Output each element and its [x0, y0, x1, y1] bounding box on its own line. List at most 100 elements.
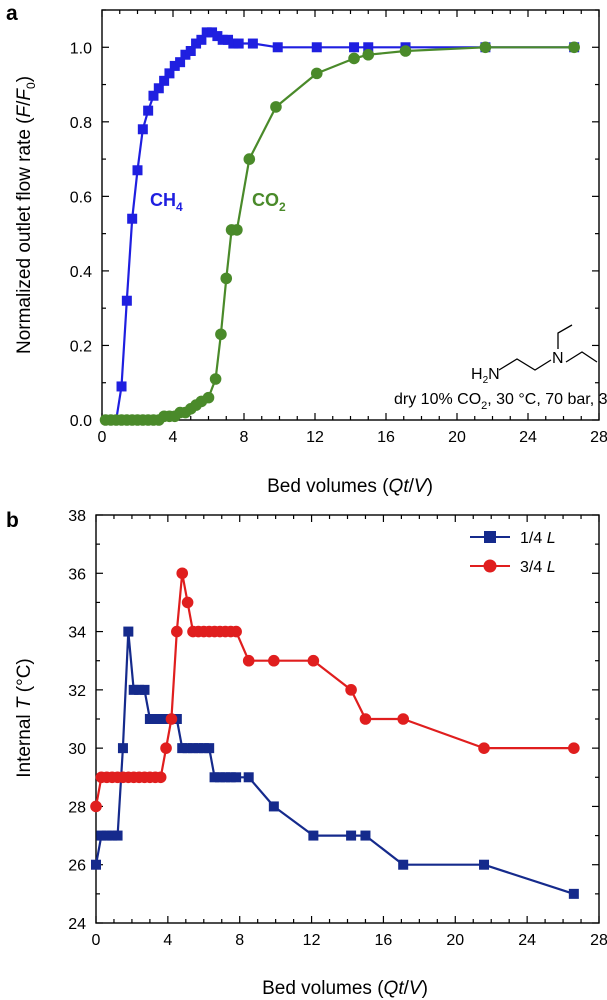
point-ch4 — [143, 105, 154, 116]
point-ch4 — [180, 49, 191, 60]
panel-a-xtick-label: 0 — [98, 429, 107, 446]
panel-a-ylabel-part: F — [14, 104, 35, 117]
point-three-quarter-l — [90, 800, 102, 813]
panel-a-xtick-label: 16 — [377, 429, 395, 446]
point-quarter-l — [107, 830, 118, 841]
molecule-n-label: N — [552, 350, 564, 367]
panel-a-series — [99, 27, 580, 426]
point-quarter-l — [568, 888, 579, 899]
point-ch4 — [349, 42, 360, 53]
panel-b-ytick-label: 34 — [68, 625, 86, 642]
point-quarter-l — [96, 830, 107, 841]
point-quarter-l — [177, 743, 188, 754]
panel-b-xtick-label: 8 — [235, 932, 244, 949]
point-ch4 — [175, 57, 186, 68]
point-three-quarter-l — [181, 596, 194, 609]
point-co2 — [215, 328, 227, 341]
point-three-quarter-l — [176, 567, 189, 580]
panel-a-ylabel-part: ) — [14, 76, 35, 82]
point-co2 — [202, 391, 215, 404]
panel-b-xtick-label: 16 — [375, 932, 393, 949]
panel-a-xtick-label: 8 — [240, 429, 249, 446]
point-ch4 — [148, 90, 159, 101]
point-ch4 — [127, 213, 138, 224]
point-ch4 — [116, 381, 127, 392]
point-ch4 — [233, 38, 244, 49]
co2-label-sub: 2 — [279, 200, 286, 214]
point-quarter-l — [225, 772, 236, 783]
panel-a-ylabel-part: / — [14, 100, 35, 106]
point-quarter-l — [134, 684, 145, 695]
panel-a-xtick-label: 4 — [169, 429, 178, 446]
point-co2 — [220, 272, 233, 285]
point-ch4 — [153, 83, 164, 94]
panel-a-ytick-label: 1.0 — [70, 40, 92, 57]
point-three-quarter-l — [397, 713, 409, 725]
point-ch4 — [169, 60, 180, 71]
point-three-quarter-l — [242, 654, 255, 667]
point-ch4 — [217, 34, 228, 45]
panel-b-ytick-label: 36 — [68, 566, 86, 583]
point-co2 — [362, 48, 375, 61]
molecule-nh2-part: H — [471, 366, 483, 383]
point-quarter-l — [150, 714, 161, 724]
panel-b-letter: b — [6, 509, 19, 532]
panel-a-ytick-label: 0.8 — [70, 115, 92, 132]
point-ch4 — [121, 295, 132, 306]
point-ch4 — [311, 42, 322, 53]
panel-b-ytick-label: 26 — [68, 858, 86, 875]
point-quarter-l — [360, 830, 371, 841]
panel-a-xtick-label: 24 — [519, 429, 537, 446]
panel-b-xtick-label: 0 — [92, 932, 101, 949]
point-three-quarter-l — [154, 771, 167, 784]
legend-three-quarter-part: L — [547, 559, 556, 576]
panel-b-xlabel-part: / — [404, 978, 410, 999]
point-three-quarter-l — [568, 742, 580, 754]
panel-a-ylabel-part: Normalized outlet flow rate ( — [14, 117, 35, 354]
point-quarter-l — [128, 684, 139, 695]
point-co2 — [270, 101, 282, 113]
molecule-chain-bonds — [498, 358, 552, 371]
point-quarter-l — [231, 772, 242, 783]
point-quarter-l — [243, 772, 254, 783]
point-quarter-l — [182, 743, 193, 754]
panel-a-ylabel-part: 0 — [24, 82, 38, 89]
legend-three-quarter-part: 3/4 — [520, 559, 547, 576]
panel-a-ytick-label: 0.2 — [70, 338, 92, 355]
point-co2 — [399, 45, 412, 57]
panel-b-xtick-label: 20 — [446, 932, 464, 949]
point-ch4 — [201, 27, 212, 38]
panel-a-frame — [101, 9, 600, 421]
molecule-ethyl-right-bonds — [565, 351, 598, 363]
panel-b-xtick-label: 28 — [590, 932, 607, 949]
conditions-part: dry 10% CO — [394, 391, 481, 408]
point-quarter-l — [144, 714, 155, 724]
point-co2 — [568, 41, 580, 54]
panel-b-xlabel: Bed volumes (Qt/V) — [262, 978, 428, 999]
point-quarter-l — [117, 743, 128, 754]
panel-a-xlabel-part: Bed volumes ( — [267, 476, 389, 497]
point-three-quarter-l — [165, 713, 178, 725]
panel-a-xtick-label: 28 — [590, 429, 607, 446]
panel-b-ytick-label: 32 — [68, 683, 86, 700]
panel-a-ytick-label: 0.4 — [70, 264, 92, 281]
point-quarter-l — [123, 626, 134, 637]
legend-three-quarter-text: 3/4 L — [520, 559, 556, 576]
legend-three-quarter-marker — [483, 559, 497, 573]
point-ch4 — [223, 34, 234, 45]
panel-a-ylabel: Normalized outlet flow rate (F/F0) — [14, 76, 38, 354]
panel-a-ticks: 0 4 8 12 16 20 24 280.00.20.40.60.81.0 — [70, 9, 607, 446]
point-quarter-l — [479, 859, 490, 870]
panel-a-xlabel-part: V — [414, 476, 429, 497]
point-three-quarter-l — [160, 742, 172, 754]
panel-b-ylabel-part: T — [14, 696, 35, 709]
amine-molecule-structure: H2N N — [471, 324, 598, 386]
point-ch4 — [137, 124, 148, 135]
legend-quarter-marker — [484, 531, 496, 543]
point-three-quarter-l — [268, 654, 280, 667]
point-ch4 — [363, 42, 374, 53]
point-ch4 — [272, 42, 283, 53]
panel-a-xtick-label: 12 — [306, 429, 324, 446]
legend-quarter-part: L — [547, 530, 556, 547]
